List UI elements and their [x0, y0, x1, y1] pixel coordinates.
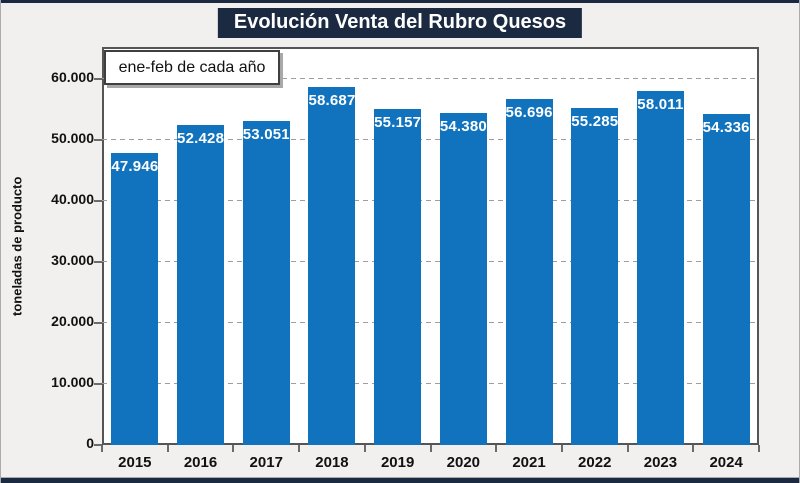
x-axis-tick — [495, 445, 498, 452]
gridline — [102, 78, 759, 79]
y-axis-tick — [94, 444, 102, 446]
bar-value-label: 58.687 — [308, 92, 356, 110]
y-axis-tick — [94, 77, 102, 80]
bar-2022: 55.285 — [571, 107, 619, 445]
y-axis-tick — [94, 138, 102, 141]
x-axis-tick — [560, 445, 563, 452]
x-axis-tick — [626, 445, 629, 452]
x-axis-tick — [429, 445, 432, 452]
top-border-strip — [1, 0, 799, 3]
gridline — [102, 139, 759, 140]
x-axis-tick — [758, 445, 760, 452]
x-tick-label: 2018 — [315, 454, 349, 471]
annotation-box: ene-feb de cada año — [104, 50, 280, 85]
bar-2020: 54.380 — [439, 113, 487, 445]
x-tick-label: 2016 — [183, 454, 218, 471]
gridline — [102, 322, 759, 323]
y-tick-label: 0 — [86, 435, 94, 451]
x-axis-tick — [166, 445, 169, 452]
x-tick-label: 2020 — [446, 454, 481, 471]
x-axis-tick — [232, 445, 235, 452]
bar-2015: 47.946 — [111, 152, 159, 445]
x-axis-tick — [363, 445, 366, 452]
x-tick-label: 2024 — [709, 454, 743, 471]
annotation-text: ene-feb de cada año — [118, 58, 266, 76]
bar-2024: 54.336 — [702, 113, 750, 445]
bar-value-label: 58.011 — [637, 96, 684, 114]
y-tick-label: 60.000 — [51, 68, 94, 85]
y-tick-label: 30.000 — [51, 251, 94, 268]
bar-value-label: 53.051 — [242, 126, 290, 144]
y-axis-tick — [94, 382, 102, 385]
bottom-border-strip — [1, 477, 799, 483]
bar-value-label: 55.285 — [571, 112, 619, 130]
bar-2021: 56.696 — [505, 99, 553, 445]
chart-title: Evolución Venta del Rubro Quesos — [217, 8, 583, 38]
x-axis-tick — [298, 445, 301, 452]
bar-2017: 53.051 — [242, 121, 290, 445]
bar-2018: 58.687 — [308, 87, 356, 445]
x-tick-label: 2017 — [249, 454, 283, 471]
x-tick-label: 2019 — [380, 454, 415, 471]
y-axis-tick — [94, 199, 102, 202]
gridline — [102, 261, 759, 262]
y-tick-label: 10.000 — [51, 373, 94, 390]
gridline — [102, 200, 759, 201]
y-tick-label: 20.000 — [51, 312, 94, 329]
y-axis-tick — [94, 321, 102, 324]
bar-value-label: 47.946 — [111, 157, 159, 175]
x-tick-label: 2015 — [118, 454, 152, 471]
bar-value-label: 55.157 — [374, 113, 422, 131]
x-tick-label: 2023 — [643, 454, 678, 471]
bar-2019: 55.157 — [374, 108, 422, 445]
bar-2023: 58.011 — [636, 91, 684, 445]
bar-value-label: 52.428 — [177, 130, 225, 148]
y-tick-label: 40.000 — [51, 190, 94, 207]
y-axis-tick — [94, 260, 102, 263]
x-axis-tick — [692, 445, 695, 452]
x-axis-tick — [101, 445, 103, 452]
x-tick-label: 2021 — [512, 454, 546, 471]
bar-2016: 52.428 — [177, 125, 225, 445]
gridline — [102, 383, 759, 384]
plot-layer: 47.946 52.428 53.051 58.687 55.157 54.380 56.6… — [102, 47, 759, 445]
bar-value-label: 56.696 — [505, 104, 553, 122]
x-tick-label: 2022 — [578, 454, 612, 471]
y-tick-label: 50.000 — [51, 129, 94, 146]
bar-value-label: 54.380 — [439, 118, 487, 136]
bar-value-label: 54.336 — [702, 118, 750, 136]
